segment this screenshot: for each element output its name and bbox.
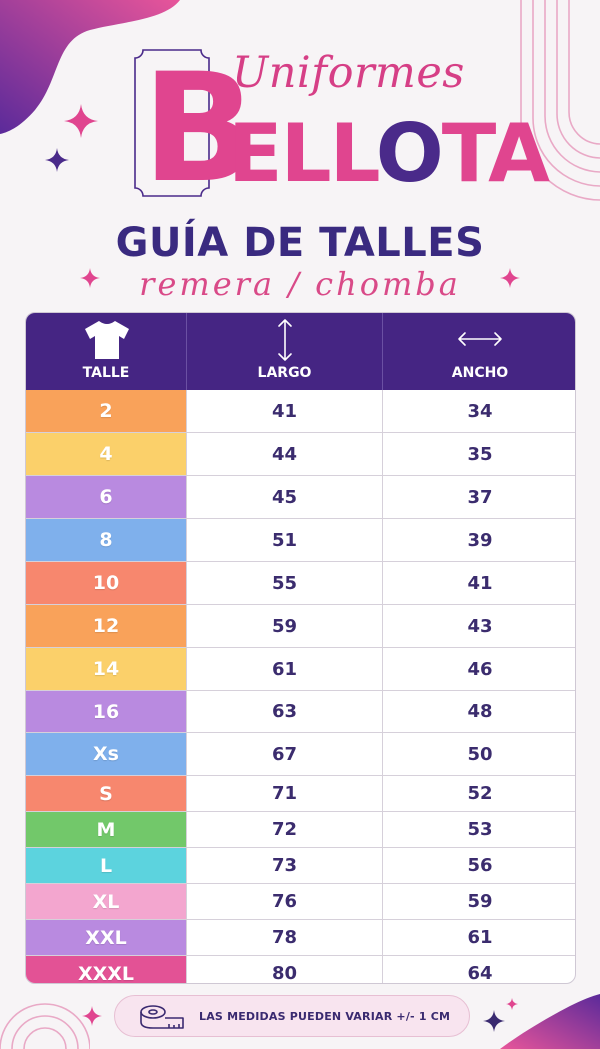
- cell-largo: 51: [186, 519, 382, 561]
- cell-talle: 10: [26, 562, 186, 604]
- decorative-arcs-bottom-left: [0, 1003, 90, 1049]
- table-row: L 73 56: [26, 847, 575, 883]
- logo-wordmark: ELLOTA: [228, 107, 550, 200]
- table-row: 4 44 35: [26, 432, 575, 475]
- logo-initial: B: [142, 42, 257, 216]
- sparkle-icon: [500, 268, 520, 288]
- cell-largo: 73: [186, 848, 382, 883]
- cell-talle: Xs: [26, 733, 186, 775]
- cell-ancho: 53: [382, 812, 575, 847]
- decorative-blob-bottom-right: [500, 994, 600, 1049]
- table-row: S 71 52: [26, 775, 575, 811]
- cell-talle: 14: [26, 648, 186, 690]
- cell-talle: 8: [26, 519, 186, 561]
- table-row: 14 61 46: [26, 647, 575, 690]
- vertical-arrow-icon: [278, 319, 292, 361]
- cell-ancho: 48: [382, 691, 575, 732]
- cell-talle: S: [26, 776, 186, 811]
- table-row: XXXL 80 64: [26, 955, 575, 983]
- sparkle-icon: [506, 998, 518, 1010]
- cell-ancho: 34: [382, 390, 575, 432]
- header-ancho: ANCHO: [382, 313, 575, 390]
- table-row: Xs 67 50: [26, 732, 575, 775]
- cell-ancho: 59: [382, 884, 575, 919]
- cell-talle: XL: [26, 884, 186, 919]
- cell-ancho: 37: [382, 476, 575, 518]
- cell-talle: 16: [26, 691, 186, 732]
- cell-talle: XXXL: [26, 956, 186, 983]
- page-title: GUÍA DE TALLES: [115, 220, 485, 266]
- cell-ancho: 56: [382, 848, 575, 883]
- cell-talle: 2: [26, 390, 186, 432]
- table-body: 2 41 34 4 44 35 6 45 37 8 51 39 10 55 41 12 59 43 14 61 46 16…: [26, 390, 575, 983]
- cell-ancho: 43: [382, 605, 575, 647]
- horizontal-arrow-icon: [458, 332, 502, 346]
- cell-ancho: 39: [382, 519, 575, 561]
- cell-talle: 4: [26, 433, 186, 475]
- table-row: M 72 53: [26, 811, 575, 847]
- sparkle-icon: [82, 1006, 102, 1026]
- cell-talle: 6: [26, 476, 186, 518]
- cell-largo: 44: [186, 433, 382, 475]
- measurement-note: LAS MEDIDAS PUEDEN VARIAR +/- 1 CM: [114, 995, 470, 1037]
- table-row: 16 63 48: [26, 690, 575, 732]
- cell-talle: 12: [26, 605, 186, 647]
- sparkle-icon: [483, 1010, 505, 1032]
- cell-largo: 67: [186, 733, 382, 775]
- cell-largo: 45: [186, 476, 382, 518]
- table-row: 12 59 43: [26, 604, 575, 647]
- table-row: XL 76 59: [26, 883, 575, 919]
- table-row: 8 51 39: [26, 518, 575, 561]
- cell-largo: 76: [186, 884, 382, 919]
- header-talle: TALLE: [26, 313, 186, 390]
- cell-largo: 72: [186, 812, 382, 847]
- decorative-arcs-top-right: [520, 0, 600, 201]
- header-largo: LARGO: [186, 313, 382, 390]
- cell-ancho: 41: [382, 562, 575, 604]
- logo-frame-icon: [134, 49, 210, 197]
- brand-logo: B Uniformes ELLOTA: [128, 42, 550, 216]
- cell-ancho: 64: [382, 956, 575, 983]
- cell-largo: 80: [186, 956, 382, 983]
- table-row: XXL 78 61: [26, 919, 575, 955]
- cell-ancho: 50: [382, 733, 575, 775]
- table-header: TALLE LARGO ANCHO: [26, 313, 575, 390]
- sparkle-icon: [64, 104, 98, 138]
- cell-largo: 78: [186, 920, 382, 955]
- measuring-tape-icon: [140, 1005, 184, 1029]
- table-row: 2 41 34: [26, 390, 575, 432]
- cell-ancho: 52: [382, 776, 575, 811]
- cell-ancho: 46: [382, 648, 575, 690]
- page-subtitle: remera / chomba: [139, 265, 461, 303]
- table-row: 6 45 37: [26, 475, 575, 518]
- cell-largo: 63: [186, 691, 382, 732]
- cell-largo: 61: [186, 648, 382, 690]
- cell-talle: M: [26, 812, 186, 847]
- cell-largo: 71: [186, 776, 382, 811]
- table-row: 10 55 41: [26, 561, 575, 604]
- cell-ancho: 61: [382, 920, 575, 955]
- cell-talle: L: [26, 848, 186, 883]
- sparkle-icon: [80, 268, 100, 288]
- decorative-blob-top-left: [0, 0, 180, 134]
- size-table: TALLE LARGO ANCHO 2 41 34 4 44 35 6 45 37 8 51 39 10…: [25, 312, 576, 984]
- cell-talle: XXL: [26, 920, 186, 955]
- sparkle-icon: [45, 148, 69, 172]
- cell-largo: 41: [186, 390, 382, 432]
- tshirt-icon: [85, 321, 129, 359]
- cell-ancho: 35: [382, 433, 575, 475]
- cell-largo: 55: [186, 562, 382, 604]
- note-text: LAS MEDIDAS PUEDEN VARIAR +/- 1 CM: [199, 1010, 451, 1023]
- cell-largo: 59: [186, 605, 382, 647]
- logo-script-word: Uniformes: [232, 48, 465, 98]
